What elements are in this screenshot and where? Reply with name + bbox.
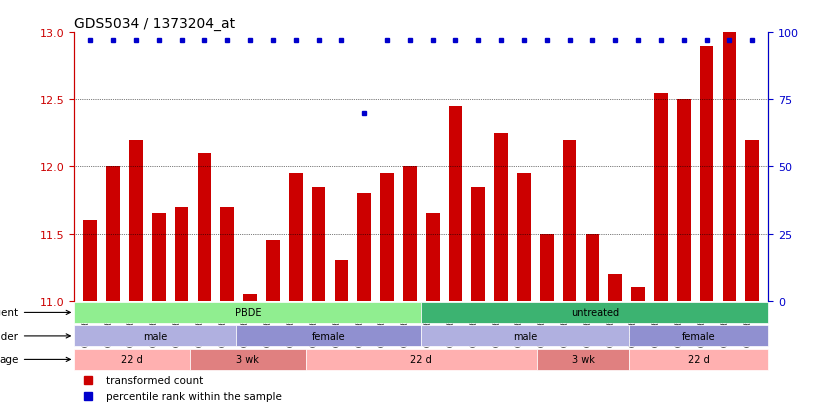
FancyBboxPatch shape <box>74 325 236 347</box>
FancyBboxPatch shape <box>421 302 768 323</box>
Text: gender: gender <box>0 331 70 341</box>
Bar <box>517 174 531 301</box>
FancyBboxPatch shape <box>74 349 190 370</box>
Text: transformed count: transformed count <box>106 375 203 385</box>
Text: female: female <box>682 331 715 341</box>
FancyBboxPatch shape <box>236 325 421 347</box>
Text: agent: agent <box>0 308 70 318</box>
Bar <box>654 93 667 301</box>
Bar <box>289 174 302 301</box>
Bar <box>676 100 691 301</box>
FancyBboxPatch shape <box>421 325 629 347</box>
FancyBboxPatch shape <box>629 325 768 347</box>
Text: 22 d: 22 d <box>688 354 710 365</box>
Bar <box>152 214 166 301</box>
Text: 22 d: 22 d <box>121 354 143 365</box>
Bar <box>540 234 553 301</box>
Bar <box>700 46 714 301</box>
Bar <box>380 174 394 301</box>
Bar <box>197 154 211 301</box>
Bar <box>335 261 349 301</box>
Bar <box>175 207 188 301</box>
FancyBboxPatch shape <box>190 349 306 370</box>
Bar <box>311 187 325 301</box>
FancyBboxPatch shape <box>306 349 537 370</box>
Bar <box>586 234 600 301</box>
Bar <box>83 221 97 301</box>
FancyBboxPatch shape <box>74 302 421 323</box>
Bar <box>243 294 257 301</box>
Bar <box>563 140 577 301</box>
Bar <box>494 133 508 301</box>
Bar <box>403 167 416 301</box>
Bar <box>426 214 439 301</box>
Text: male: male <box>513 331 538 341</box>
Bar <box>723 33 736 301</box>
Bar <box>358 194 371 301</box>
Text: percentile rank within the sample: percentile rank within the sample <box>106 392 282 401</box>
FancyBboxPatch shape <box>629 349 768 370</box>
Bar <box>609 274 622 301</box>
Bar <box>129 140 143 301</box>
FancyBboxPatch shape <box>537 349 629 370</box>
Bar <box>107 167 120 301</box>
Bar <box>745 140 759 301</box>
Text: PBDE: PBDE <box>235 308 261 318</box>
Text: age: age <box>0 354 70 365</box>
Text: male: male <box>143 331 168 341</box>
Text: 3 wk: 3 wk <box>236 354 259 365</box>
Text: GDS5034 / 1373204_at: GDS5034 / 1373204_at <box>74 17 235 31</box>
Bar <box>449 107 463 301</box>
Bar <box>472 187 485 301</box>
Bar <box>631 287 645 301</box>
Text: untreated: untreated <box>571 308 619 318</box>
Text: 22 d: 22 d <box>411 354 432 365</box>
Bar <box>221 207 234 301</box>
Text: female: female <box>312 331 345 341</box>
Text: 3 wk: 3 wk <box>572 354 595 365</box>
Bar <box>266 241 280 301</box>
